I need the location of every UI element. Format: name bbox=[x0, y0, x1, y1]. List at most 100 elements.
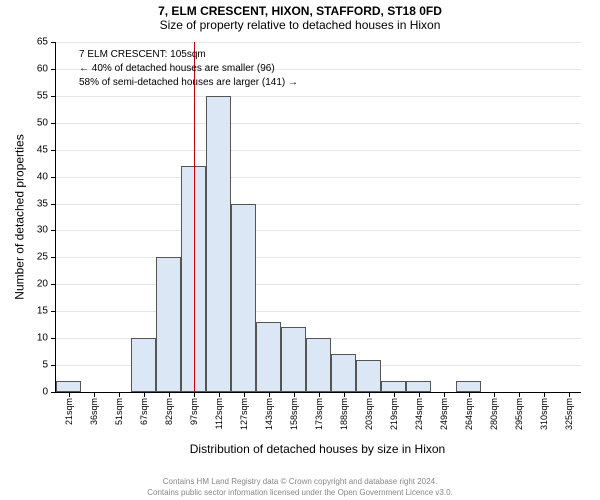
x-tick-label: 51sqm bbox=[114, 398, 124, 425]
y-tick-label: 30 bbox=[37, 225, 48, 236]
x-tick-label: 264sqm bbox=[464, 398, 474, 430]
histogram-bar bbox=[406, 381, 431, 392]
y-axis-label: Number of detached properties bbox=[13, 134, 27, 299]
y-tick bbox=[51, 365, 56, 366]
y-tick bbox=[51, 338, 56, 339]
x-tick-label: 112sqm bbox=[214, 398, 224, 429]
y-tick bbox=[51, 392, 56, 393]
gridline bbox=[56, 96, 581, 97]
y-tick-label: 10 bbox=[37, 333, 48, 344]
x-tick bbox=[319, 392, 320, 397]
histogram-bar bbox=[456, 381, 481, 392]
x-tick bbox=[394, 392, 395, 397]
chart-subtitle: Size of property relative to detached ho… bbox=[0, 18, 600, 34]
x-tick bbox=[369, 392, 370, 397]
y-tick bbox=[51, 177, 56, 178]
histogram-bar bbox=[356, 360, 381, 392]
footer-line-1: Contains HM Land Registry data © Crown c… bbox=[0, 477, 600, 487]
histogram-bar bbox=[56, 381, 81, 392]
y-tick bbox=[51, 204, 56, 205]
y-tick-label: 40 bbox=[37, 171, 48, 182]
x-tick bbox=[194, 392, 195, 397]
gridline bbox=[56, 284, 581, 285]
x-tick-label: 97sqm bbox=[189, 398, 199, 425]
x-tick-label: 325sqm bbox=[564, 398, 574, 430]
x-tick bbox=[219, 392, 220, 397]
gridline bbox=[56, 177, 581, 178]
x-tick bbox=[144, 392, 145, 397]
gridline bbox=[56, 42, 581, 43]
x-tick-label: 219sqm bbox=[389, 398, 399, 430]
y-tick-label: 5 bbox=[42, 360, 48, 371]
y-tick bbox=[51, 230, 56, 231]
y-tick-label: 65 bbox=[37, 37, 48, 48]
x-tick bbox=[269, 392, 270, 397]
footer-line-2: Contains public sector information licen… bbox=[0, 488, 600, 498]
footer: Contains HM Land Registry data © Crown c… bbox=[0, 477, 600, 498]
x-tick-label: 158sqm bbox=[289, 398, 299, 430]
x-tick-label: 280sqm bbox=[489, 398, 499, 430]
y-tick-label: 50 bbox=[37, 117, 48, 128]
x-tick bbox=[544, 392, 545, 397]
annotation-box: 7 ELM CRESCENT: 105sqm← 40% of detached … bbox=[79, 48, 298, 90]
reference-line bbox=[194, 42, 195, 392]
x-tick bbox=[519, 392, 520, 397]
y-tick bbox=[51, 96, 56, 97]
histogram-bar bbox=[206, 96, 231, 392]
gridline bbox=[56, 123, 581, 124]
x-axis-label: Distribution of detached houses by size … bbox=[55, 442, 580, 456]
x-tick bbox=[494, 392, 495, 397]
histogram-bar bbox=[231, 204, 256, 392]
x-tick-label: 310sqm bbox=[539, 398, 549, 430]
x-tick-label: 127sqm bbox=[239, 398, 249, 430]
x-tick-label: 143sqm bbox=[264, 398, 274, 430]
x-tick-label: 234sqm bbox=[414, 398, 424, 430]
x-tick bbox=[344, 392, 345, 397]
x-tick-label: 203sqm bbox=[364, 398, 374, 430]
x-tick-label: 36sqm bbox=[89, 398, 99, 425]
x-tick bbox=[244, 392, 245, 397]
histogram-bar bbox=[331, 354, 356, 392]
x-tick-label: 21sqm bbox=[64, 398, 74, 425]
x-tick-label: 249sqm bbox=[439, 398, 449, 430]
histogram-bar bbox=[306, 338, 331, 392]
gridline bbox=[56, 204, 581, 205]
histogram-bar bbox=[256, 322, 281, 392]
y-tick-label: 45 bbox=[37, 144, 48, 155]
x-tick-label: 188sqm bbox=[339, 398, 349, 430]
y-tick-label: 25 bbox=[37, 252, 48, 263]
y-tick bbox=[51, 257, 56, 258]
y-axis-label-wrap: Number of detached properties bbox=[12, 42, 27, 392]
gridline bbox=[56, 257, 581, 258]
x-tick bbox=[69, 392, 70, 397]
x-tick bbox=[444, 392, 445, 397]
y-tick bbox=[51, 150, 56, 151]
annotation-line: 58% of semi-detached houses are larger (… bbox=[79, 76, 298, 90]
x-tick bbox=[569, 392, 570, 397]
y-tick-label: 35 bbox=[37, 198, 48, 209]
x-tick bbox=[169, 392, 170, 397]
annotation-line: ← 40% of detached houses are smaller (96… bbox=[79, 62, 298, 76]
gridline bbox=[56, 150, 581, 151]
x-tick bbox=[294, 392, 295, 397]
y-tick-label: 20 bbox=[37, 279, 48, 290]
histogram-bar bbox=[281, 327, 306, 392]
y-tick bbox=[51, 311, 56, 312]
y-tick-label: 60 bbox=[37, 63, 48, 74]
x-tick-label: 295sqm bbox=[514, 398, 524, 430]
x-tick-label: 82sqm bbox=[164, 398, 174, 425]
plot-area: 0510152025303540455055606521sqm36sqm51sq… bbox=[55, 42, 581, 393]
y-tick bbox=[51, 69, 56, 70]
x-tick bbox=[119, 392, 120, 397]
y-tick bbox=[51, 284, 56, 285]
y-tick-label: 55 bbox=[37, 90, 48, 101]
x-tick-label: 173sqm bbox=[314, 398, 324, 430]
y-tick bbox=[51, 42, 56, 43]
x-tick bbox=[469, 392, 470, 397]
chart-container: 7, ELM CRESCENT, HIXON, STAFFORD, ST18 0… bbox=[0, 0, 600, 500]
y-tick-label: 0 bbox=[42, 387, 48, 398]
x-tick bbox=[94, 392, 95, 397]
annotation-line: 7 ELM CRESCENT: 105sqm bbox=[79, 48, 298, 62]
gridline bbox=[56, 230, 581, 231]
histogram-bar bbox=[156, 257, 181, 392]
